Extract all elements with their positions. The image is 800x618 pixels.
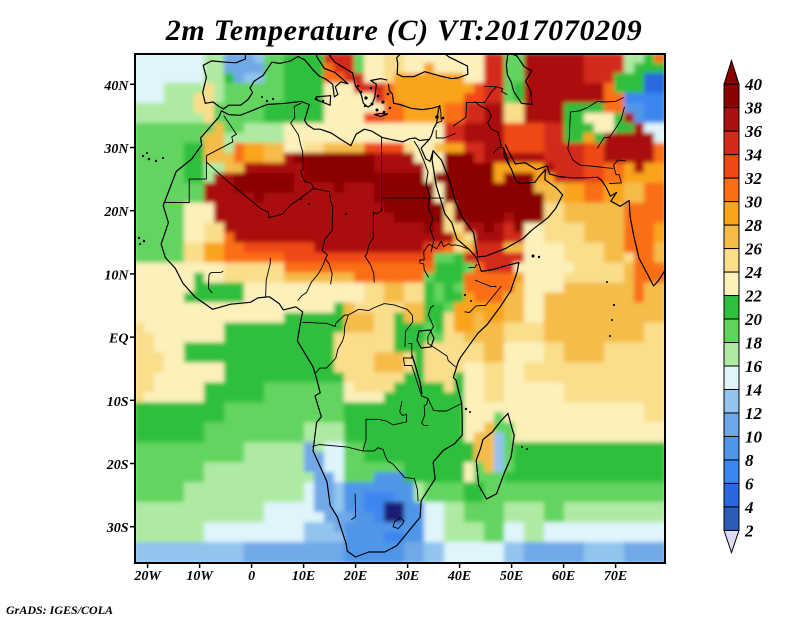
svg-text:20E: 20E xyxy=(343,569,367,584)
svg-text:24: 24 xyxy=(744,263,762,282)
svg-text:10: 10 xyxy=(745,428,763,447)
svg-text:36: 36 xyxy=(744,122,763,141)
svg-text:40: 40 xyxy=(744,75,763,94)
svg-text:70E: 70E xyxy=(604,569,627,584)
svg-text:10W: 10W xyxy=(186,569,214,584)
svg-text:16: 16 xyxy=(745,357,763,376)
svg-text:20: 20 xyxy=(744,310,763,329)
svg-text:20S: 20S xyxy=(106,458,129,473)
svg-text:28: 28 xyxy=(744,216,763,235)
svg-text:40E: 40E xyxy=(447,569,471,584)
svg-text:20W: 20W xyxy=(133,569,162,584)
svg-text:22: 22 xyxy=(744,287,763,306)
svg-text:12: 12 xyxy=(745,404,763,423)
svg-text:34: 34 xyxy=(744,146,762,165)
svg-text:10S: 10S xyxy=(107,395,129,410)
svg-text:30S: 30S xyxy=(106,521,129,536)
svg-text:38: 38 xyxy=(744,99,763,118)
svg-text:14: 14 xyxy=(745,381,762,400)
svg-text:50E: 50E xyxy=(500,569,523,584)
svg-text:60E: 60E xyxy=(552,569,575,584)
svg-text:40N: 40N xyxy=(103,79,129,94)
svg-text:2: 2 xyxy=(744,521,754,540)
svg-text:10E: 10E xyxy=(292,569,315,584)
svg-text:30N: 30N xyxy=(103,142,129,157)
svg-text:18: 18 xyxy=(745,334,763,353)
svg-text:6: 6 xyxy=(745,474,754,493)
svg-text:2m Temperature (C) VT:20170702: 2m Temperature (C) VT:2017070209 xyxy=(165,14,643,47)
svg-text:0: 0 xyxy=(248,569,255,584)
svg-text:10N: 10N xyxy=(104,268,129,283)
svg-text:4: 4 xyxy=(744,498,754,517)
svg-text:8: 8 xyxy=(745,451,754,470)
svg-text:20N: 20N xyxy=(103,205,129,220)
svg-text:30: 30 xyxy=(744,193,763,212)
svg-text:EQ: EQ xyxy=(108,332,128,347)
svg-text:GrADS: IGES/COLA: GrADS: IGES/COLA xyxy=(6,603,113,617)
svg-text:32: 32 xyxy=(744,169,763,188)
svg-text:26: 26 xyxy=(744,240,763,259)
svg-text:30E: 30E xyxy=(395,569,419,584)
